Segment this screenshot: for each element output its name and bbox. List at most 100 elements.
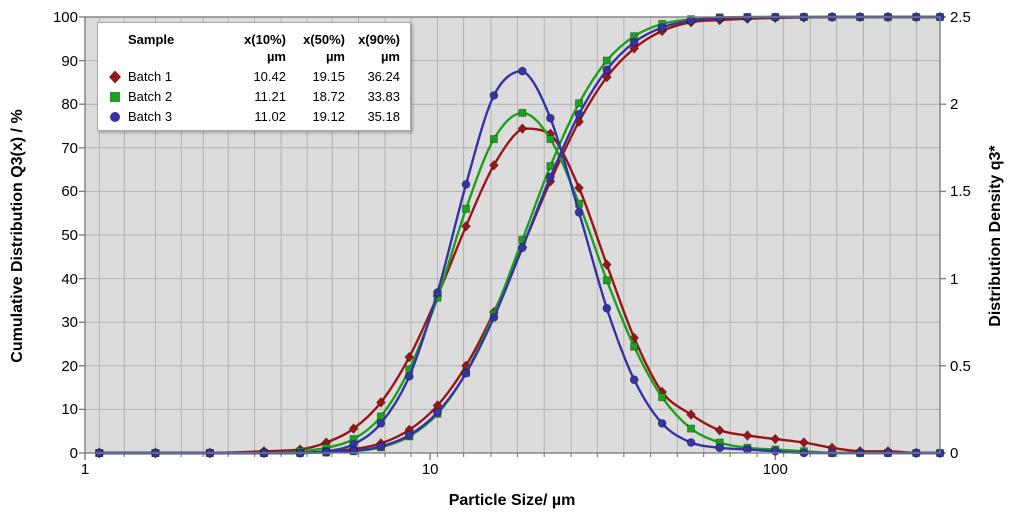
Batch 2-density-marker <box>630 342 639 351</box>
y-left-tick-label: 0 <box>69 445 78 462</box>
legend-x90-value: 35.18 <box>367 109 400 124</box>
x-tick-label: 10 <box>421 461 439 478</box>
Batch 3-cumulative-marker <box>489 313 499 322</box>
legend-unit-x90: µm <box>380 49 400 64</box>
Batch 2-density-marker <box>602 276 611 285</box>
Batch 1-density-marker <box>461 220 471 232</box>
circle-marker-icon <box>110 112 120 122</box>
Batch 3-density-marker <box>489 91 499 100</box>
Batch 2-density-marker <box>489 135 498 144</box>
y-left-tick-label: 70 <box>61 139 78 157</box>
Batch 3-density-marker <box>433 288 442 297</box>
Batch 3-cumulative-marker <box>461 368 471 378</box>
Batch 2-density-marker <box>461 204 470 213</box>
legend-header-x90: x(90%) <box>358 32 400 47</box>
y-left-tick-label: 50 <box>61 227 78 244</box>
Batch 3-density-marker <box>770 446 780 456</box>
Batch 3-density-marker <box>715 443 725 453</box>
y-left-tick-label: 60 <box>61 183 78 201</box>
diamond-marker-icon <box>109 70 121 84</box>
Batch 1-density-marker <box>686 409 696 421</box>
Batch 3-cumulative-marker <box>517 243 527 253</box>
legend-header-sample: Sample <box>128 32 175 47</box>
x-tick-label: 100 <box>762 461 788 478</box>
Batch 2-density-marker <box>687 424 696 433</box>
Batch 3-cumulative-marker <box>433 408 442 417</box>
y-right-axis-title: Distribution Density q3* <box>987 145 1004 327</box>
y-left-tick-label: 100 <box>52 9 78 26</box>
Batch 3-density-marker <box>404 371 414 381</box>
Batch 3-density-marker <box>574 207 584 217</box>
plot-border <box>84 16 941 454</box>
legend-x50-value: 18.72 <box>312 89 345 104</box>
legend-header-x50: x(50%) <box>303 32 345 47</box>
x-tick-label: 1 <box>80 461 90 478</box>
Batch 1-density-marker <box>798 437 809 448</box>
legend-header-x10: x(10%) <box>244 32 286 47</box>
legend-x10-value: 11.02 <box>254 109 286 124</box>
legend-batch-label: Batch 2 <box>128 89 173 104</box>
Batch 3-cumulative-marker <box>404 430 414 440</box>
Batch 3-density-marker <box>602 303 612 313</box>
legend-header-row: Sample x(10%) x(50%) x(90%) <box>98 30 410 50</box>
legend-x50-value: 19.15 <box>312 69 345 84</box>
Batch 2-density-marker <box>658 393 667 402</box>
Batch 1-cumulative-marker <box>629 43 640 54</box>
Batch 3-cumulative-marker <box>574 109 584 119</box>
Batch 1-density-marker <box>488 159 499 171</box>
y-left-axis-title: Cumulative Distribution Q3(x) / % <box>9 109 26 363</box>
y-right-tick-label: 0.5 <box>950 357 971 375</box>
Batch 1-density-marker <box>770 433 781 445</box>
legend-x90-value: 33.83 <box>367 89 400 104</box>
Batch 3-density-marker <box>629 375 639 385</box>
Batch 3-cumulative-marker <box>657 23 667 32</box>
Batch 3-cumulative-marker <box>629 37 639 47</box>
Batch 1-density-curve <box>99 127 940 455</box>
Batch 1-density-marker <box>404 351 415 363</box>
legend-box: Sample x(10%) x(50%) x(90%) µm µm µm Bat… <box>97 22 411 131</box>
y-right-tick-label: 1.5 <box>950 183 971 201</box>
Batch 2-cumulative-marker <box>602 56 611 65</box>
Batch 3-cumulative-marker <box>321 447 331 457</box>
legend-batch-label: Batch 1 <box>128 69 173 84</box>
legend-x10-value: 11.21 <box>254 89 286 104</box>
square-marker-icon <box>110 92 120 102</box>
Batch 3-density-marker <box>545 113 555 123</box>
Batch 1-density-marker <box>601 259 612 271</box>
y-right-tick-label: 2 <box>950 96 959 114</box>
legend-x10-value: 10.42 <box>253 69 286 84</box>
Batch 3-density-marker <box>657 418 667 428</box>
y-left-tick-label: 20 <box>61 357 78 375</box>
Batch 2-density-marker <box>546 135 555 144</box>
legend-unit-x50: µm <box>325 49 345 64</box>
Batch 1-density-marker <box>742 430 753 441</box>
Batch 3-density-marker <box>376 418 386 428</box>
legend-x50-value: 19.12 <box>312 109 345 124</box>
legend-row: Batch 1 10.42 19.15 36.24 <box>98 67 410 87</box>
y-left-tick-label: 30 <box>61 314 78 332</box>
legend-unit-x10: µm <box>266 49 286 64</box>
legend-x90-value: 36.24 <box>367 69 400 84</box>
legend-batch-label: Batch 3 <box>128 109 173 124</box>
x-axis-title: Particle Size/ µm <box>448 492 576 509</box>
Batch 1-density-marker <box>714 424 725 436</box>
Batch 3-density-marker <box>461 180 471 189</box>
Batch 1-density-marker <box>348 423 359 434</box>
y-left-tick-label: 90 <box>61 52 78 70</box>
y-right-tick-label: 1 <box>950 270 959 288</box>
y-left-tick-label: 80 <box>61 96 78 114</box>
Batch 3-density-marker <box>686 438 696 447</box>
Batch 3-density-marker <box>517 66 527 76</box>
Batch 1-density-marker <box>574 182 584 194</box>
Batch 1-density-marker <box>375 397 386 408</box>
y-left-tick-label: 10 <box>61 401 78 419</box>
Batch 3-cumulative-marker <box>602 65 612 75</box>
legend-row: Batch 3 11.02 19.12 35.18 <box>98 107 410 127</box>
legend-units-row: µm µm µm <box>98 47 410 67</box>
Batch 1-density-marker <box>517 123 528 135</box>
Batch 3-cumulative-marker <box>545 172 555 182</box>
y-left-tick-label: 40 <box>61 270 78 288</box>
y-right-tick-label: 0 <box>950 445 959 462</box>
